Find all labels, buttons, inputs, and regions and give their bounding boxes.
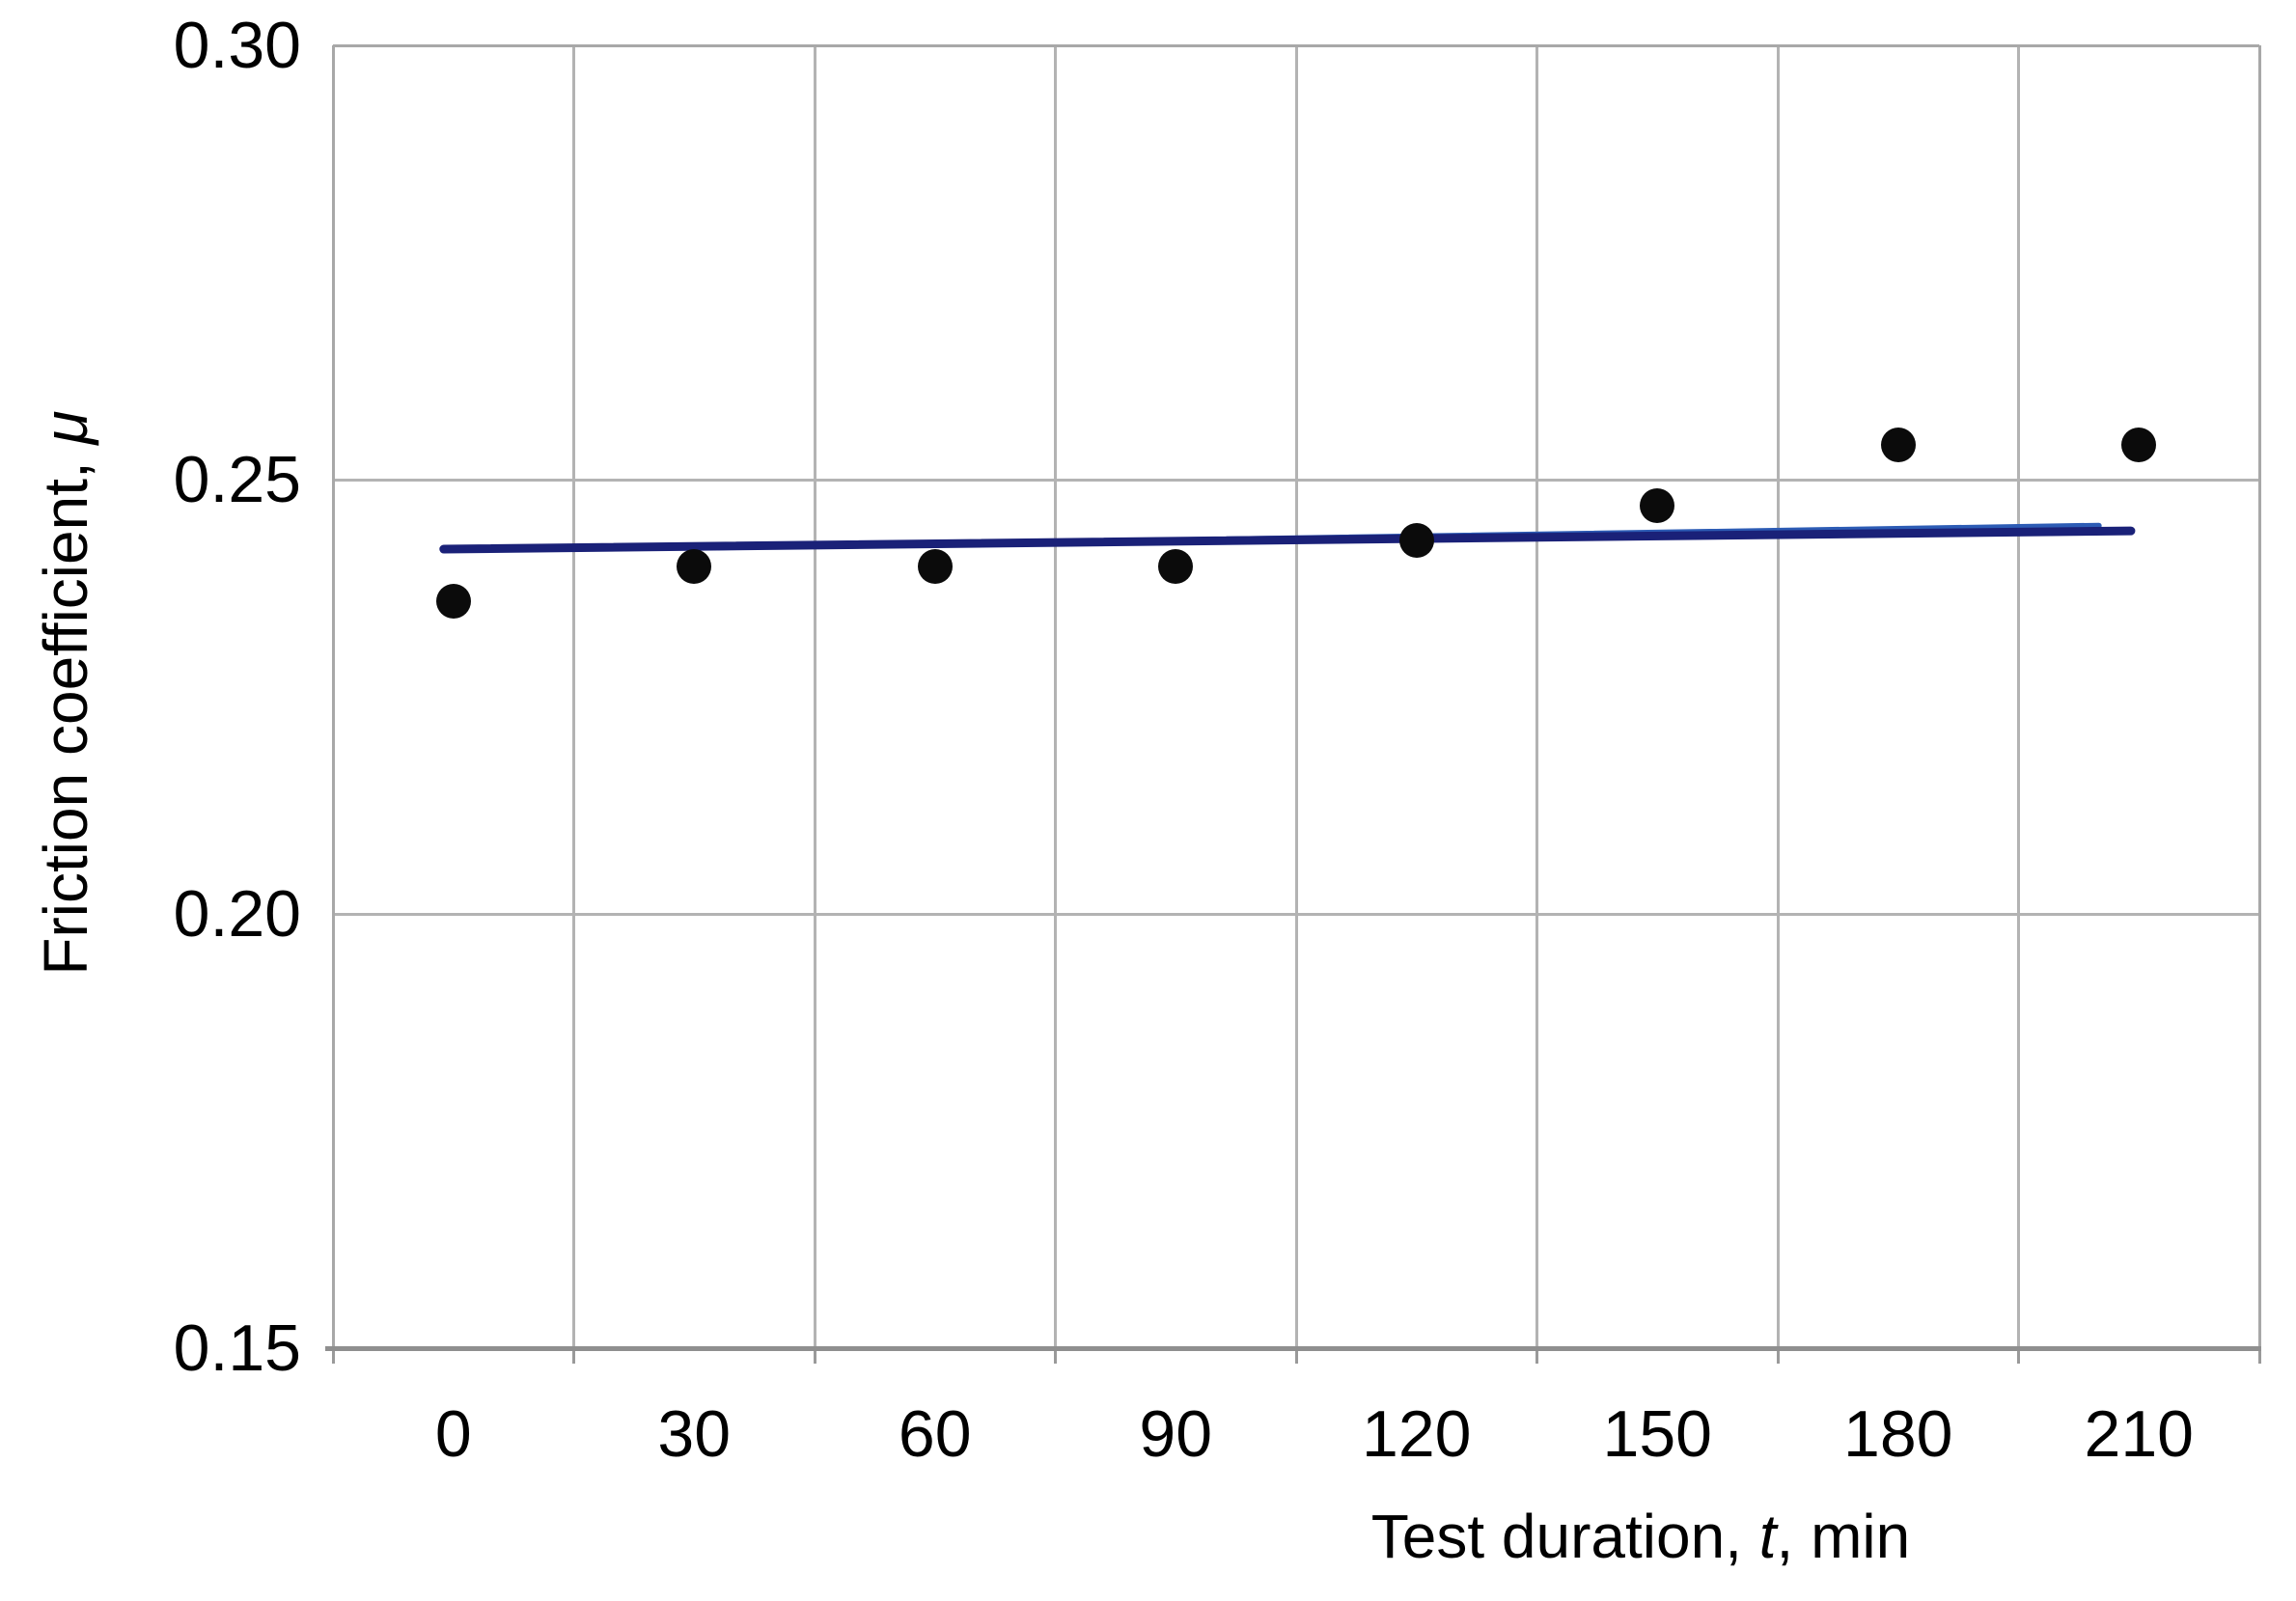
x-gridline <box>2017 45 2020 1348</box>
x-gridline <box>1294 45 1298 1348</box>
x-gridline <box>572 45 575 1348</box>
x-axis-title-unit: , min <box>1776 1502 1911 1571</box>
data-point <box>1880 428 1916 462</box>
x-axis-tick <box>2017 1351 2020 1364</box>
x-tick-label: 180 <box>1843 1397 1953 1471</box>
x-gridline <box>1535 45 1538 1348</box>
data-point <box>2121 428 2157 462</box>
x-tick-label: 150 <box>1602 1397 1712 1471</box>
x-axis-tick <box>572 1351 575 1364</box>
plot-border-right <box>2257 45 2261 1348</box>
x-axis-line <box>325 1346 2261 1351</box>
y-tick-label: 0.30 <box>173 9 301 82</box>
data-point <box>917 549 953 584</box>
x-tick-label: 90 <box>1139 1397 1213 1471</box>
data-point <box>1158 549 1194 584</box>
x-tick-label: 60 <box>898 1397 972 1471</box>
trend-line-navy <box>439 526 2136 554</box>
x-axis-tick <box>1535 1351 1538 1364</box>
y-gridline <box>333 912 2259 916</box>
data-point <box>435 584 471 619</box>
x-axis-title-text: Test duration, <box>1370 1502 1759 1571</box>
x-tick-label: 30 <box>657 1397 732 1471</box>
y-tick-label: 0.20 <box>173 877 301 951</box>
x-axis-tick <box>2257 1351 2261 1364</box>
x-axis-title: Test duration, t, min <box>1371 1497 1910 1576</box>
x-gridline <box>813 45 816 1348</box>
x-axis-tick <box>813 1351 816 1364</box>
plot-border-left <box>331 45 335 1348</box>
plot-border-top <box>333 43 2259 47</box>
data-point <box>1398 523 1434 558</box>
t-symbol: t <box>1758 1502 1777 1571</box>
trend-lines-layer <box>439 522 2136 554</box>
x-tick-label: 0 <box>434 1397 472 1471</box>
data-point <box>677 549 712 584</box>
x-tick-label: 120 <box>1362 1397 1472 1471</box>
x-axis-tick <box>1054 1351 1057 1364</box>
x-tick-label: 210 <box>2084 1397 2194 1471</box>
y-gridline <box>333 478 2259 482</box>
x-gridline <box>1054 45 1057 1348</box>
y-tick-label: 0.25 <box>173 443 301 516</box>
x-axis-tick <box>331 1351 335 1364</box>
x-gridline <box>1776 45 1780 1348</box>
x-axis-tick <box>1776 1351 1780 1364</box>
y-tick-label: 0.15 <box>173 1311 301 1385</box>
data-point <box>1640 488 1675 523</box>
x-axis-tick <box>1294 1351 1298 1364</box>
